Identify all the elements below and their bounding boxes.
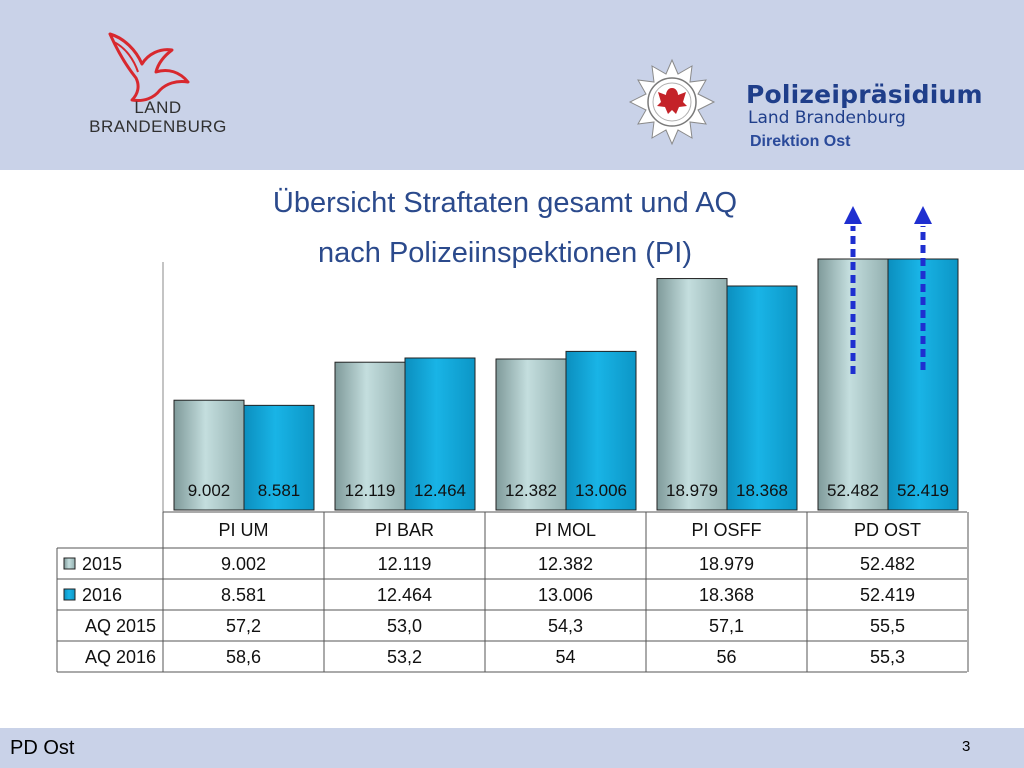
bar-2015-pd-ost [817,258,889,511]
category-label-pi-mol: PI MOL [535,520,596,540]
data-label-2016-pi-osff: 18.368 [736,481,788,500]
police-division: Direktion Ost [750,133,851,150]
bar-2015-pi-osff [656,278,728,511]
table-cell: 12.464 [377,585,432,605]
police-title: Polizeipräsidium [746,80,983,109]
table-cell: 52.482 [860,554,915,574]
table-cell: 55,3 [870,647,905,667]
data-label-2016-pi-um: 8.581 [258,481,301,500]
table-cell: 53,0 [387,616,422,636]
table-cell: 9.002 [221,554,266,574]
footer-band [0,728,1024,768]
data-label-2015-pi-osff: 18.979 [666,481,718,500]
bar-2016-pi-bar [404,357,476,511]
table-row-label: AQ 2015 [85,616,156,636]
page-number: 3 [962,738,971,755]
bar-2016-pd-ost [887,258,959,511]
table-cell: 12.119 [378,554,432,574]
table-row-label: AQ 2016 [85,647,156,667]
category-label-pi-um: PI UM [218,520,268,540]
table-cell: 52.419 [860,585,915,605]
table-cell: 58,6 [226,647,261,667]
brand-line1: LAND [134,98,182,117]
scale-break-arrow-icon [914,206,932,224]
table-cell: 18.979 [699,554,754,574]
table-cell: 8.581 [221,585,266,605]
table-cell: 13.006 [538,585,593,605]
legend-key-2015 [63,557,76,570]
data-label-2015-pi-mol: 12.382 [505,481,557,500]
table-cell: 54,3 [548,616,583,636]
police-subtitle: Land Brandenburg [748,108,906,128]
bar-2016-pi-um [243,404,315,511]
chart-title-line1: Übersicht Straftaten gesamt und AQ [272,187,738,219]
table-cell: 56 [716,647,736,667]
brand-line2: BRANDENBURG [89,117,227,136]
data-label-2015-pi-bar: 12.119 [345,481,396,500]
scale-break-arrow-icon [844,206,862,224]
table-cell: 57,1 [709,616,744,636]
table-cell: 18.368 [699,585,754,605]
bar-2016-pi-mol [565,350,637,511]
chart-title-line2: nach Polizeiinspektionen (PI) [318,237,692,269]
police-star-icon [628,58,716,146]
bar-2015-pi-mol [495,358,567,511]
data-label-2015-pd-ost: 52.482 [827,481,879,500]
category-label-pi-osff: PI OSFF [691,520,761,540]
data-label-2016-pd-ost: 52.419 [897,481,949,500]
category-label-pi-bar: PI BAR [375,520,434,540]
bar-2015-pi-bar [334,361,406,511]
chart-title: Übersicht Straftaten gesamt und AQ nach … [180,178,830,278]
bar-2016-pi-osff [726,285,798,511]
table-cell: 55,5 [870,616,905,636]
table-row-label: 2015 [82,554,122,574]
footer-label: PD Ost [10,737,75,759]
table-cell: 53,2 [387,647,422,667]
table-cell: 12.382 [538,554,593,574]
data-label-2015-pi-um: 9.002 [188,481,231,500]
brand-text: LAND BRANDENBURG [78,98,238,136]
header-band [0,0,1024,170]
table-cell: 57,2 [226,616,261,636]
table-cell: 54 [555,647,575,667]
category-label-pd-ost: PD OST [854,520,921,540]
table-row-label: 2016 [82,585,122,605]
legend-key-2016 [63,588,76,601]
brandenburg-eagle-logo [108,32,190,102]
data-label-2016-pi-bar: 12.464 [414,481,466,500]
data-label-2016-pi-mol: 13.006 [575,481,627,500]
